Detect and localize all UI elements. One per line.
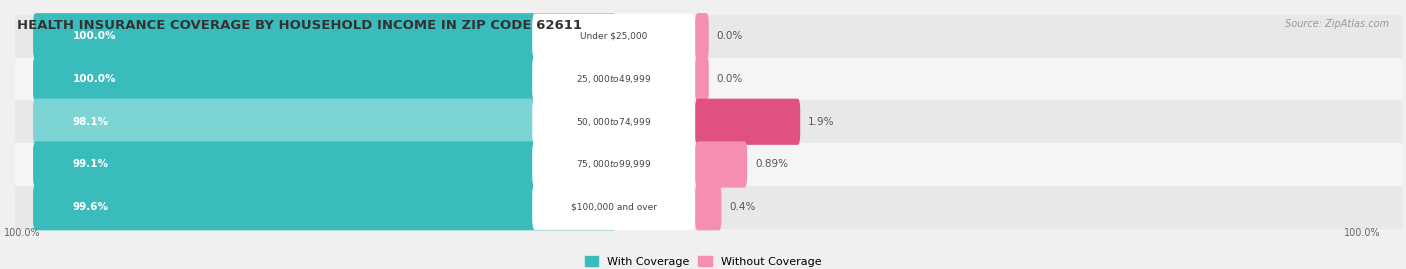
Bar [14, 143, 1406, 186]
FancyBboxPatch shape [695, 56, 709, 102]
Text: 0.0%: 0.0% [717, 31, 742, 41]
FancyBboxPatch shape [695, 184, 721, 230]
FancyBboxPatch shape [695, 141, 747, 187]
Text: $25,000 to $49,999: $25,000 to $49,999 [576, 73, 651, 85]
FancyBboxPatch shape [34, 184, 616, 230]
Bar [14, 100, 1406, 143]
FancyBboxPatch shape [34, 13, 616, 59]
Text: HEALTH INSURANCE COVERAGE BY HOUSEHOLD INCOME IN ZIP CODE 62611: HEALTH INSURANCE COVERAGE BY HOUSEHOLD I… [17, 19, 582, 32]
Text: 100.0%: 100.0% [73, 31, 115, 41]
Text: 0.89%: 0.89% [755, 160, 787, 169]
Text: 100.0%: 100.0% [4, 228, 41, 238]
FancyBboxPatch shape [533, 56, 695, 102]
Text: Under $25,000: Under $25,000 [581, 32, 647, 41]
Text: 100.0%: 100.0% [73, 74, 115, 84]
Text: 100.0%: 100.0% [1344, 228, 1381, 238]
Bar [14, 186, 1406, 229]
Text: 0.0%: 0.0% [717, 74, 742, 84]
FancyBboxPatch shape [695, 13, 709, 59]
FancyBboxPatch shape [533, 13, 695, 59]
Text: 98.1%: 98.1% [73, 117, 108, 127]
Text: Source: ZipAtlas.com: Source: ZipAtlas.com [1285, 19, 1389, 29]
FancyBboxPatch shape [695, 99, 800, 145]
Text: $75,000 to $99,999: $75,000 to $99,999 [576, 158, 651, 171]
FancyBboxPatch shape [533, 99, 695, 144]
Text: $50,000 to $74,999: $50,000 to $74,999 [576, 116, 651, 128]
Bar [14, 15, 1406, 58]
Text: $100,000 and over: $100,000 and over [571, 203, 657, 212]
FancyBboxPatch shape [533, 185, 695, 230]
FancyBboxPatch shape [34, 56, 616, 102]
Text: 99.6%: 99.6% [73, 202, 108, 212]
Text: 1.9%: 1.9% [808, 117, 835, 127]
Bar [14, 58, 1406, 100]
Text: 99.1%: 99.1% [73, 160, 108, 169]
FancyBboxPatch shape [34, 99, 616, 145]
FancyBboxPatch shape [34, 141, 616, 187]
Legend: With Coverage, Without Coverage: With Coverage, Without Coverage [582, 254, 824, 269]
FancyBboxPatch shape [533, 142, 695, 187]
Text: 0.4%: 0.4% [730, 202, 755, 212]
